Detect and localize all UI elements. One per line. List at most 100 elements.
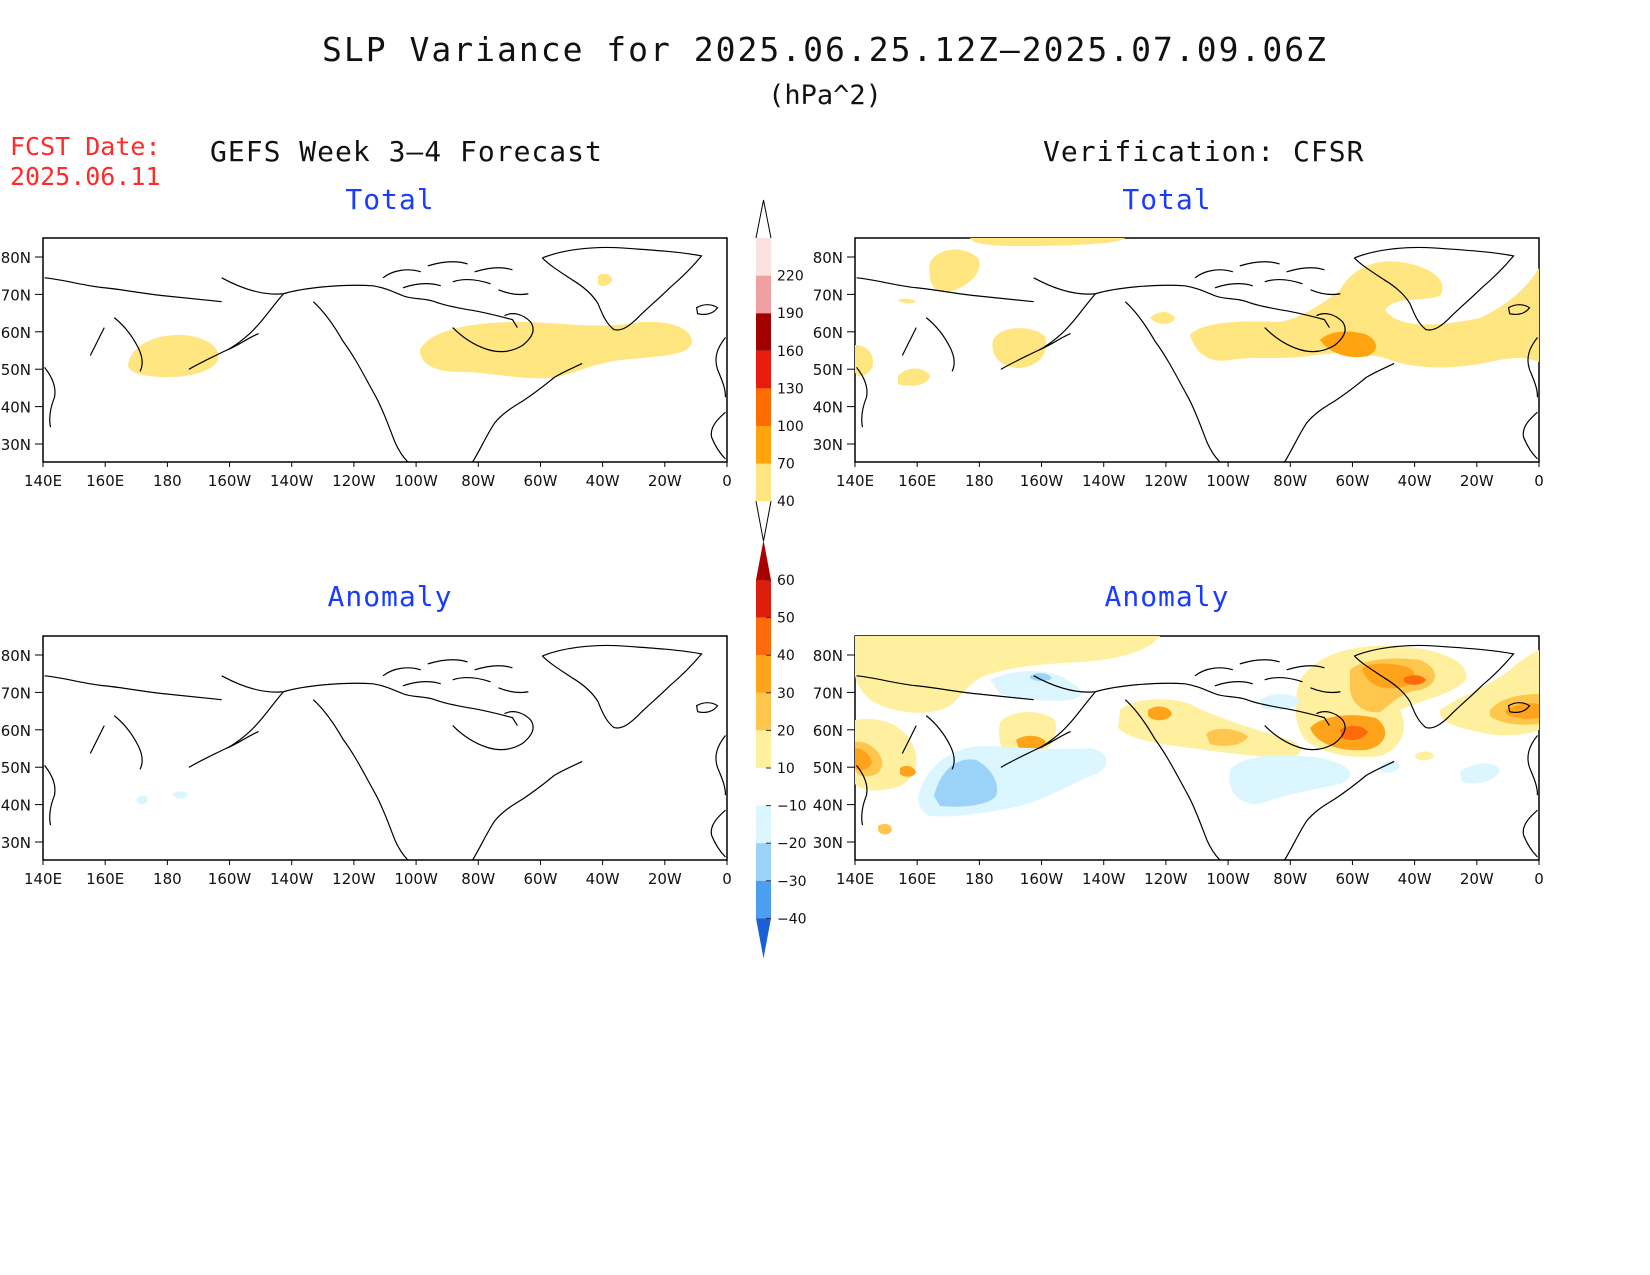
total-colorbar-swatch xyxy=(756,275,771,314)
lon-label: 100W xyxy=(1206,870,1250,888)
total-colorbar-label: 40 xyxy=(777,494,795,510)
anomaly-colorbar-label: 10 xyxy=(777,761,795,777)
anomaly-colorbar-swatch xyxy=(756,805,771,844)
lon-label: 80W xyxy=(461,472,495,490)
total-colorbar-swatch xyxy=(756,426,771,464)
lon-label: 40W xyxy=(586,870,620,888)
lon-label: 180 xyxy=(965,472,994,490)
verif-total-shade-pacific xyxy=(898,368,930,386)
lat-label: 30N xyxy=(813,436,843,454)
lat-label: 30N xyxy=(1,436,31,454)
total-colorbar-swatch xyxy=(756,463,771,502)
forecast-total-panel xyxy=(42,237,728,463)
fcst-date-value: 2025.06.11 xyxy=(10,162,161,191)
lon-label: 0 xyxy=(1534,472,1544,490)
lon-label: 80W xyxy=(461,870,495,888)
lon-label: 140E xyxy=(836,870,874,888)
fcst-date-label: FCST Date: xyxy=(10,132,161,161)
lat-label: 70N xyxy=(813,684,843,702)
total-colorbar-swatch xyxy=(756,350,771,389)
anomaly-colorbar-swatch xyxy=(756,692,771,731)
forecast-anomaly-subtitle: Anomaly xyxy=(327,580,453,613)
lat-label: 80N xyxy=(813,249,843,267)
lon-label: 160W xyxy=(1020,870,1064,888)
lon-label: 20W xyxy=(1460,870,1494,888)
lat-label: 40N xyxy=(1,399,31,417)
total-colorbar-label: 220 xyxy=(777,269,804,285)
anomaly-colorbar-label: −10 xyxy=(777,799,807,815)
verif-total-shade-siberia xyxy=(929,249,980,293)
lon-label: 120W xyxy=(332,472,376,490)
verif-total-shade-small xyxy=(898,298,916,304)
lon-label: 80W xyxy=(1273,472,1307,490)
lon-label: 140W xyxy=(270,870,314,888)
lon-label: 40W xyxy=(586,472,620,490)
lon-label: 140W xyxy=(270,472,314,490)
lon-label: 140E xyxy=(836,472,874,490)
verif-anomaly-shade-greenland-30 xyxy=(1362,663,1415,689)
lon-label: 160E xyxy=(898,870,936,888)
forecast-total-shade-pacific xyxy=(128,334,219,378)
anomaly-colorbar-label: 50 xyxy=(777,611,795,627)
lon-label: 160W xyxy=(208,472,252,490)
verif-anomaly-shade-atlantic-neg10 xyxy=(1460,763,1500,784)
lon-label: 60W xyxy=(523,472,557,490)
anomaly-colorbar-bottom-arrow xyxy=(756,918,771,959)
total-colorbar-label: 130 xyxy=(777,381,804,397)
figure-title: SLP Variance for 2025.06.25.12Z–2025.07.… xyxy=(322,30,1328,69)
anomaly-colorbar-top-arrow xyxy=(756,540,771,580)
lon-label: 160W xyxy=(1020,472,1064,490)
verif-anomaly-shade-south-20 xyxy=(878,823,892,835)
axis-labels: 80N 70N 60N 50N 40N 30N 140E 160E 180 160W 140W 120… xyxy=(1,249,1544,888)
lon-label: 180 xyxy=(965,870,994,888)
verif-total-shade-labrador-70 xyxy=(1320,331,1376,358)
lon-label: 180 xyxy=(153,472,182,490)
lon-label: 120W xyxy=(332,870,376,888)
anomaly-colorbar-label: 30 xyxy=(777,686,795,702)
lon-label: 40W xyxy=(1398,472,1432,490)
lon-label: 140W xyxy=(1082,870,1126,888)
lat-label: 30N xyxy=(1,834,31,852)
total-colorbar-label: 160 xyxy=(777,344,804,360)
verif-anomaly-shade-small-yellow xyxy=(1414,751,1434,761)
total-colorbar-swatch xyxy=(756,313,771,351)
anomaly-colorbar-label: −30 xyxy=(777,874,807,890)
verif-total-panel xyxy=(854,237,1540,463)
verif-total-subtitle: Total xyxy=(1122,183,1212,216)
anomaly-colorbar-swatch xyxy=(756,843,771,881)
anomaly-colorbar-swatch xyxy=(756,730,771,768)
total-colorbar-swatch xyxy=(756,388,771,426)
verif-total-shade-gulf xyxy=(1150,312,1175,324)
anomaly-colorbar-swatch xyxy=(756,880,771,919)
verif-anomaly-shade-labrador-40 xyxy=(1340,725,1368,740)
lon-label: 140E xyxy=(24,472,62,490)
lon-label: 100W xyxy=(394,472,438,490)
lon-label: 160W xyxy=(208,870,252,888)
anomaly-colorbar-label: −40 xyxy=(777,911,807,927)
units-label: (hPa^2) xyxy=(768,80,882,111)
verif-anomaly-shade-canada-30 xyxy=(1148,706,1172,721)
anomaly-colorbar-label: 20 xyxy=(777,723,795,739)
left-column-header: GEFS Week 3–4 Forecast xyxy=(210,135,603,168)
forecast-anomaly-shade-2 xyxy=(172,791,188,799)
verif-anomaly-shade-hudson-20 xyxy=(1206,728,1248,746)
total-colorbar: 40 70 100 130 160 190 220 xyxy=(755,199,804,542)
lon-label: 20W xyxy=(648,472,682,490)
anomaly-colorbar-label: 40 xyxy=(777,648,795,664)
lon-label: 60W xyxy=(523,870,557,888)
lat-label: 50N xyxy=(813,361,843,379)
forecast-total-shade-atlantic xyxy=(420,321,692,379)
lat-label: 60N xyxy=(813,324,843,342)
lat-label: 70N xyxy=(1,684,31,702)
lat-label: 50N xyxy=(1,361,31,379)
lon-label: 20W xyxy=(1460,472,1494,490)
verif-total-shade-atlantic xyxy=(1190,261,1539,368)
verif-anomaly-shade-greenland-40 xyxy=(1404,675,1426,685)
lon-label: 40W xyxy=(1398,870,1432,888)
anomaly-colorbar-swatch xyxy=(756,617,771,656)
verif-anomaly-shade-us-neg10 xyxy=(1229,755,1351,805)
lon-label: 160E xyxy=(898,472,936,490)
lat-label: 40N xyxy=(813,797,843,815)
verif-total-shade-japan xyxy=(855,345,874,377)
